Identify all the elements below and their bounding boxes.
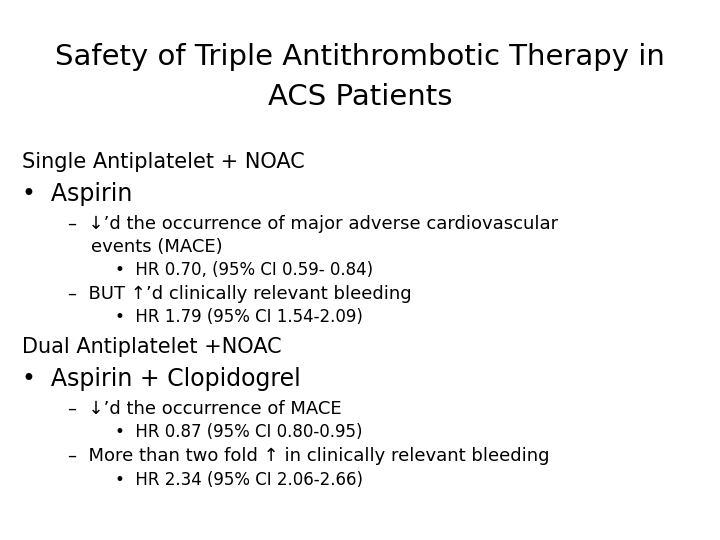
- Text: •  Aspirin: • Aspirin: [22, 183, 132, 206]
- Text: –  ↓’d the occurrence of MACE: – ↓’d the occurrence of MACE: [68, 400, 342, 418]
- Text: •  HR 0.87 (95% CI 0.80-0.95): • HR 0.87 (95% CI 0.80-0.95): [115, 423, 363, 441]
- Text: •  HR 1.79 (95% CI 1.54-2.09): • HR 1.79 (95% CI 1.54-2.09): [115, 308, 363, 326]
- Text: •  HR 2.34 (95% CI 2.06-2.66): • HR 2.34 (95% CI 2.06-2.66): [115, 470, 363, 489]
- Text: events (MACE): events (MACE): [68, 238, 223, 256]
- Text: –  More than two fold ↑ in clinically relevant bleeding: – More than two fold ↑ in clinically rel…: [68, 447, 550, 465]
- Text: –  BUT ↑’d clinically relevant bleeding: – BUT ↑’d clinically relevant bleeding: [68, 285, 412, 303]
- Text: Dual Antiplatelet +NOAC: Dual Antiplatelet +NOAC: [22, 336, 282, 357]
- Text: Safety of Triple Antithrombotic Therapy in: Safety of Triple Antithrombotic Therapy …: [55, 43, 665, 71]
- Text: ACS Patients: ACS Patients: [268, 83, 452, 111]
- Text: Single Antiplatelet + NOAC: Single Antiplatelet + NOAC: [22, 152, 305, 172]
- Text: •  HR 0.70, (95% CI 0.59- 0.84): • HR 0.70, (95% CI 0.59- 0.84): [115, 261, 374, 279]
- Text: –  ↓’d the occurrence of major adverse cardiovascular: – ↓’d the occurrence of major adverse ca…: [68, 215, 559, 233]
- Text: •  Aspirin + Clopidogrel: • Aspirin + Clopidogrel: [22, 367, 300, 391]
